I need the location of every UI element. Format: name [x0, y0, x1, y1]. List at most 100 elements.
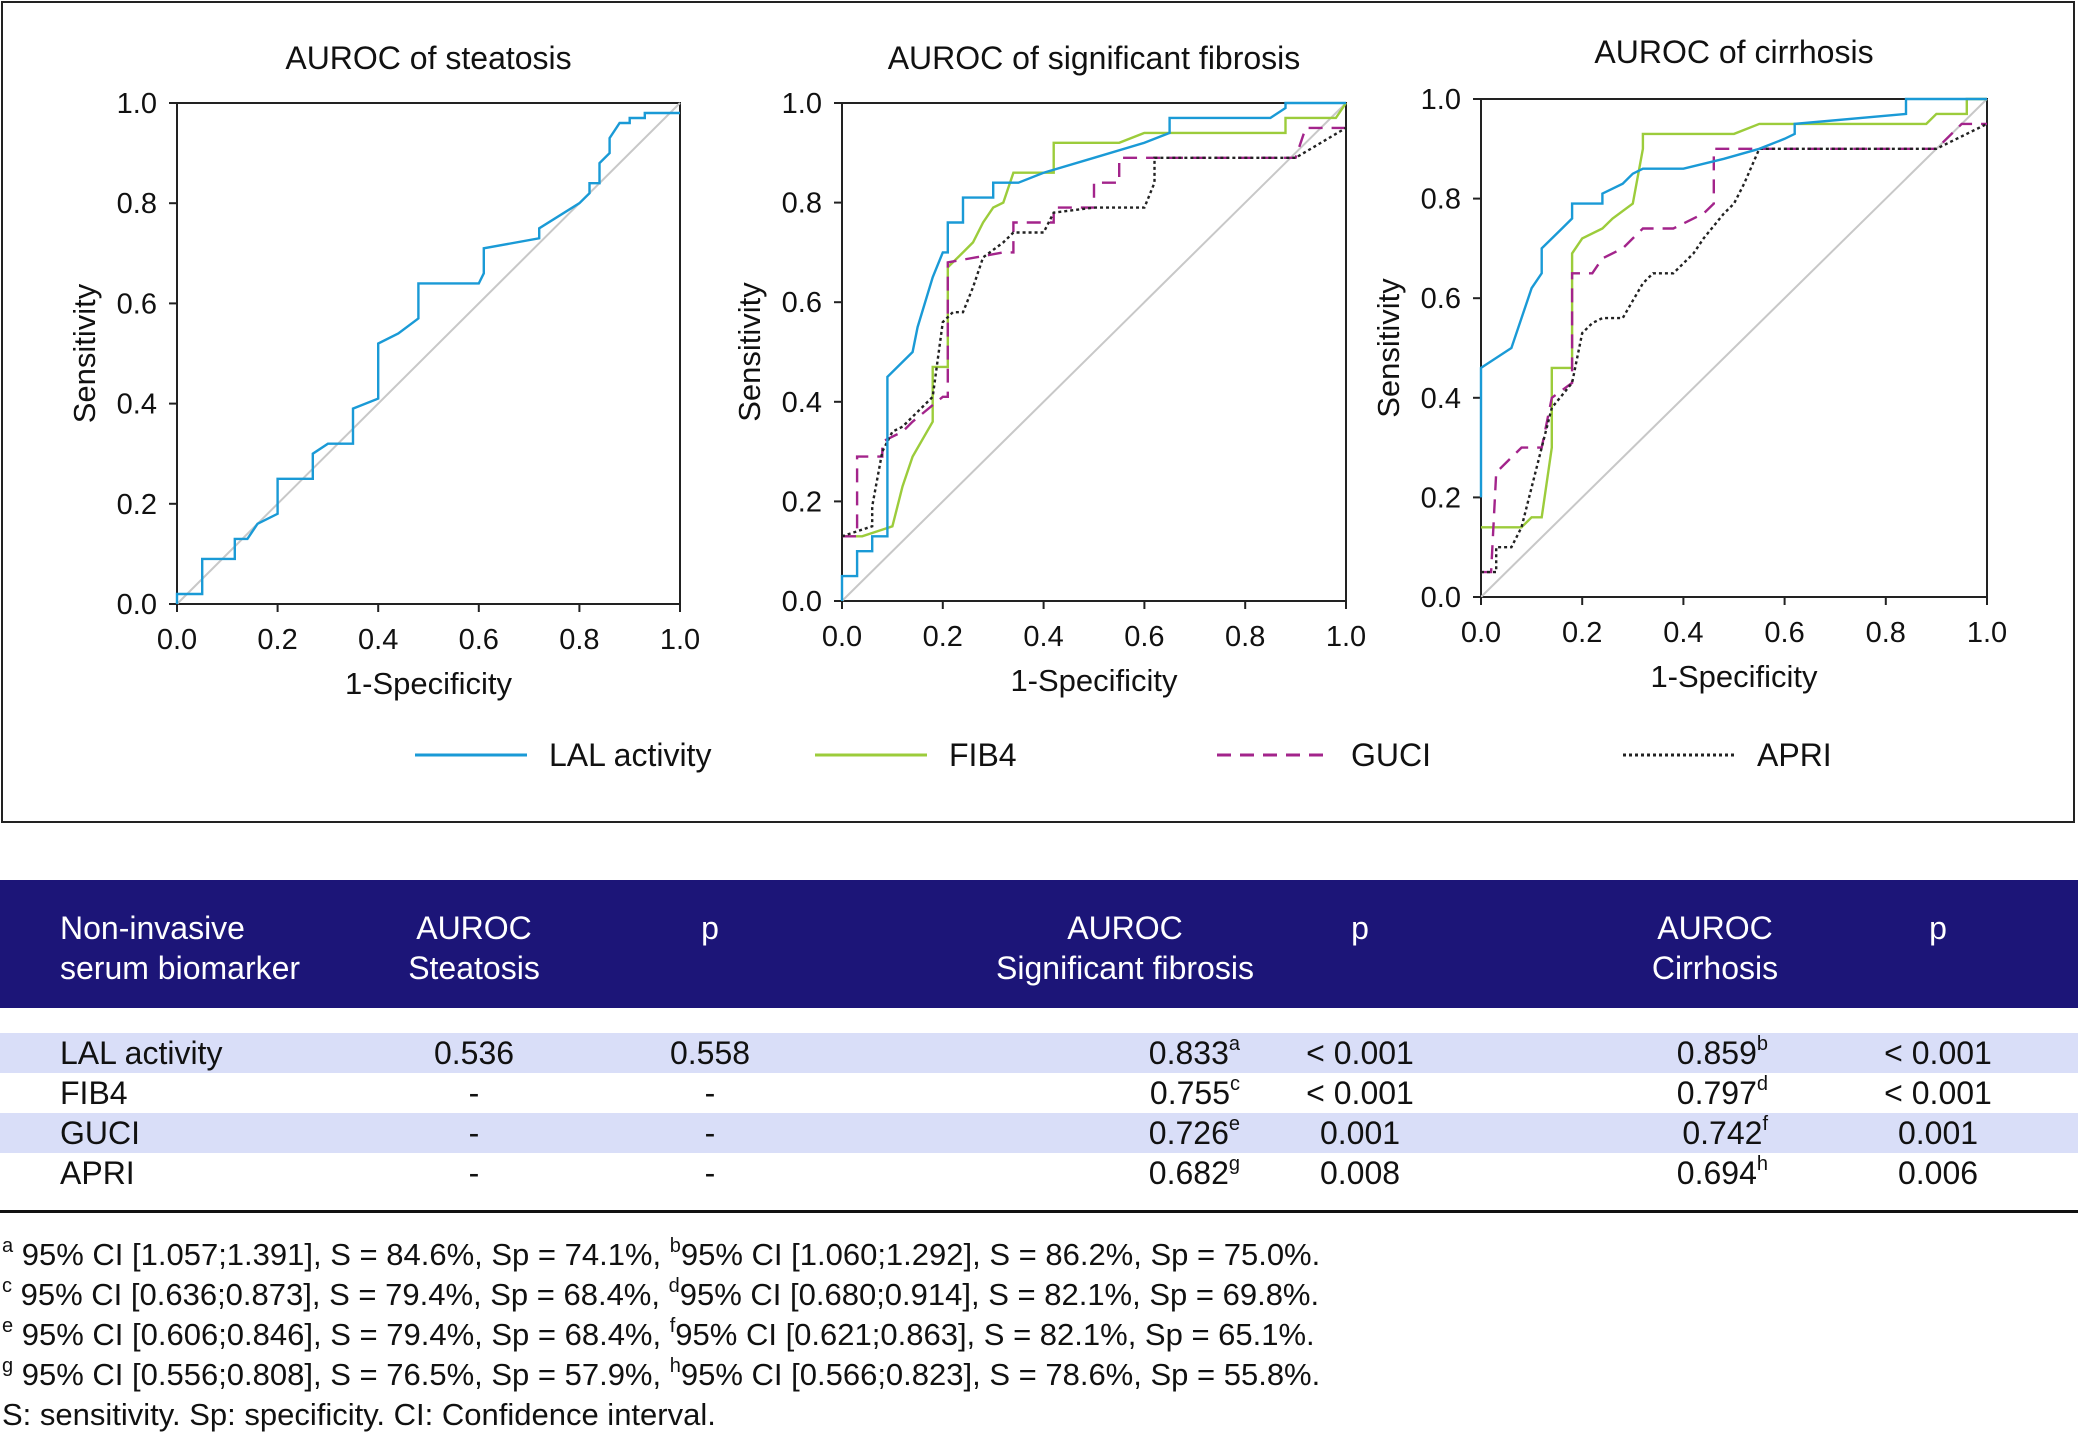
table-header: Non-invasive serum biomarker AUROC Steat…: [0, 880, 2078, 1008]
footnote-marker: g: [1228, 1153, 1240, 1175]
y-tick-label: 0.6: [117, 288, 157, 320]
cell-p-fibrosis: < 0.001: [1306, 1035, 1414, 1071]
x-axis-label: 1-Specificity: [345, 666, 513, 701]
legend-label: FIB4: [949, 737, 1017, 773]
footnote-marker: c: [1230, 1073, 1240, 1095]
header-auroc-fibrosis-line2: Significant fibrosis: [996, 950, 1254, 986]
cell-auroc-fibrosis: 0.682g: [1040, 1153, 1240, 1193]
x-tick-label: 1.0: [660, 624, 700, 656]
plot-frame: [841, 102, 1347, 602]
legend-label: GUCI: [1351, 737, 1431, 773]
value: 0.694: [1676, 1155, 1757, 1191]
footnote-text: 95% CI [1.057;1.391], S = 84.6%, Sp = 74…: [13, 1237, 670, 1272]
x-tick-label: 0.2: [257, 624, 297, 656]
footnote-text: 95% CI [0.606;0.846], S = 79.4%, Sp = 68…: [13, 1317, 670, 1352]
y-tick-label: 0.8: [782, 188, 822, 220]
table-row: FIB4 - - 0.755c < 0.001 0.797d < 0.001: [0, 1073, 2078, 1113]
value: 0.833: [1148, 1035, 1229, 1071]
x-tick-label: 0.6: [1764, 617, 1804, 649]
footnote-text: 95% CI [0.636;0.873], S = 79.4%, Sp = 68…: [12, 1277, 669, 1312]
series-line-lal-activity: [175, 111, 680, 604]
reference-diagonal: [176, 102, 681, 605]
plot-frame: [1480, 98, 1988, 598]
x-tick-label: 1.0: [1967, 617, 2007, 649]
plot-frame: [176, 102, 681, 605]
footnote-abbreviations: S: sensitivity. Sp: specificity. CI: Con…: [2, 1397, 716, 1432]
footnote-marker: d: [1756, 1073, 1768, 1095]
header-p-fibrosis: p: [1351, 910, 1369, 946]
y-tick-label: 0.2: [117, 489, 157, 521]
x-tick-label: 0.0: [822, 621, 862, 653]
cell-auroc-cirrhosis: 0.859b: [1568, 1033, 1768, 1073]
cell-auroc-fibrosis: 0.755c: [1040, 1073, 1240, 1113]
footnote-text: 95% CI [0.566;0.823], S = 78.6%, Sp = 55…: [680, 1357, 1321, 1392]
cell-auroc-cirrhosis: 0.742f: [1568, 1113, 1768, 1153]
series-line-guci: [1481, 122, 1987, 574]
x-axis-label: 1-Specificity: [1650, 659, 1818, 694]
cell-p-steatosis: 0.558: [669, 1035, 751, 1071]
footnote-marker: a: [2, 1235, 14, 1257]
x-tick-label: 0.2: [923, 621, 963, 653]
footnote-marker: e: [2, 1315, 14, 1337]
x-tick-label: 0.8: [1866, 617, 1906, 649]
footnote-marker: e: [1228, 1113, 1240, 1135]
cell-p-steatosis: -: [704, 1115, 716, 1151]
y-tick-label: 1.0: [782, 88, 822, 120]
table-row: GUCI - - 0.726e 0.001 0.742f 0.001: [0, 1113, 2078, 1153]
header-biomarker-line2: serum biomarker: [60, 950, 301, 986]
footnote-marker: c: [2, 1275, 12, 1297]
cell-auroc-fibrosis: 0.833a: [1040, 1033, 1240, 1073]
y-axis-label: Sensitivity: [732, 282, 767, 422]
series-line-lal-activity: [840, 101, 1346, 601]
footnote-line: g 95% CI [0.556;0.808], S = 76.5%, Sp = …: [2, 1355, 2002, 1395]
table-bottom-rule: [0, 1210, 2078, 1213]
x-tick-label: 0.4: [1663, 617, 1703, 649]
footnote-text: 95% CI [0.680;0.914], S = 82.1%, Sp = 69…: [679, 1277, 1320, 1312]
header-auroc-fibrosis-line1: AUROC: [1067, 910, 1183, 946]
legend-label: LAL activity: [549, 737, 711, 773]
value: 0.682: [1148, 1155, 1229, 1191]
x-tick-label: 0.0: [157, 624, 197, 656]
header-auroc-steatosis: AUROC Steatosis: [374, 908, 574, 988]
header-auroc-steatosis-line2: Steatosis: [408, 950, 540, 986]
footnote-marker: h: [669, 1355, 681, 1377]
x-tick-label: 0.8: [559, 624, 599, 656]
value: 0.797: [1676, 1075, 1757, 1111]
x-tick-label: 0.6: [1124, 621, 1164, 653]
x-axis-label: 1-Specificity: [1010, 663, 1178, 698]
value: 0.726: [1148, 1115, 1229, 1151]
cell-auroc-steatosis: -: [468, 1115, 480, 1151]
footnote-marker: f: [669, 1315, 676, 1337]
chart-title: AUROC of cirrhosis: [1594, 34, 1873, 70]
x-tick-label: 0.0: [1461, 617, 1501, 649]
table-row: APRI - - 0.682g 0.008 0.694h 0.006: [0, 1153, 2078, 1193]
row-name: FIB4: [60, 1075, 128, 1111]
footnote-line: e 95% CI [0.606;0.846], S = 79.4%, Sp = …: [2, 1315, 2002, 1355]
footnote-line: a 95% CI [1.057;1.391], S = 84.6%, Sp = …: [2, 1235, 2002, 1275]
footnote-marker: f: [1762, 1113, 1768, 1135]
footnote-marker: g: [2, 1355, 14, 1377]
header-auroc-cirrhosis-line2: Cirrhosis: [1651, 950, 1779, 986]
y-axis-label: Sensitivity: [1371, 278, 1406, 418]
roc-charts-svg: AUROC of steatosis0.00.00.20.20.40.40.60…: [67, 34, 2007, 773]
x-tick-label: 1.0: [1326, 621, 1366, 653]
x-tick-label: 0.8: [1225, 621, 1265, 653]
chart-title: AUROC of steatosis: [285, 40, 571, 76]
reference-diagonal: [1480, 98, 1988, 598]
cell-p-cirrhosis: < 0.001: [1884, 1075, 1992, 1111]
series-line-fib4: [842, 102, 1347, 538]
cell-p-cirrhosis: 0.006: [1897, 1155, 1979, 1191]
y-tick-label: 0.8: [117, 188, 157, 220]
footnote-marker: b: [669, 1235, 681, 1257]
value: 0.755: [1149, 1075, 1230, 1111]
y-tick-label: 0.4: [782, 387, 822, 419]
row-name: APRI: [60, 1155, 135, 1191]
header-auroc-steatosis-line1: AUROC: [416, 910, 532, 946]
y-tick-label: 0.2: [782, 486, 822, 518]
cell-p-cirrhosis: < 0.001: [1884, 1035, 1992, 1071]
footnote-text: 95% CI [0.556;0.808], S = 76.5%, Sp = 57…: [13, 1357, 670, 1392]
header-p-cirrhosis: p: [1929, 910, 1947, 946]
series-line-lal-activity: [1479, 97, 1987, 498]
y-tick-label: 0.0: [782, 586, 822, 618]
y-tick-label: 0.4: [117, 389, 157, 421]
